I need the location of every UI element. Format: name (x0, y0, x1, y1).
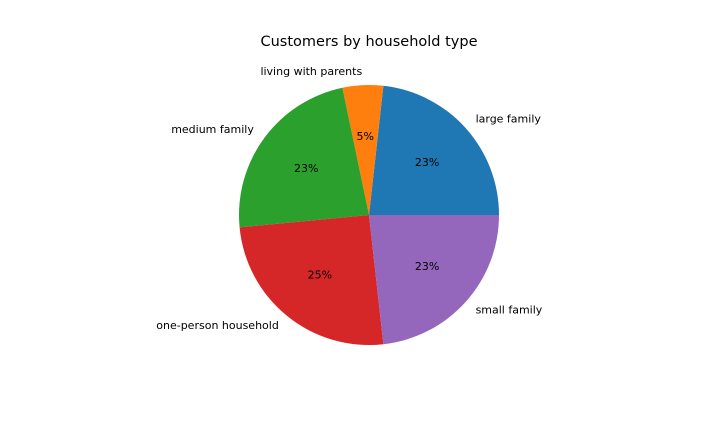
pie-slice-small-family (369, 215, 499, 345)
slice-percent-living-with-parents: 5% (357, 130, 374, 143)
slice-label-living-with-parents: living with parents (260, 65, 362, 78)
pie-slice-one-person-household (239, 215, 384, 345)
slice-label-large-family: large family (476, 113, 542, 126)
pie-slice-living-with-parents (342, 85, 384, 215)
slice-percent-large-family: 23% (415, 156, 439, 169)
slice-percent-medium-family: 23% (294, 162, 318, 175)
slice-label-one-person-household: one-person household (156, 319, 279, 332)
chart-title: Customers by household type (260, 34, 477, 50)
category-labels: large family living with parents medium fa… (156, 65, 543, 332)
percent-labels: 23% 5% 23% 25% 23% (294, 130, 439, 281)
pie-slice-medium-family (239, 87, 369, 228)
slice-label-medium-family: medium family (171, 123, 254, 136)
pie-slice-large-family (369, 85, 499, 216)
pie-slices (239, 85, 499, 345)
slice-percent-one-person-household: 25% (308, 269, 332, 282)
slice-percent-small-family: 23% (415, 260, 439, 273)
slice-label-small-family: small family (476, 303, 543, 316)
